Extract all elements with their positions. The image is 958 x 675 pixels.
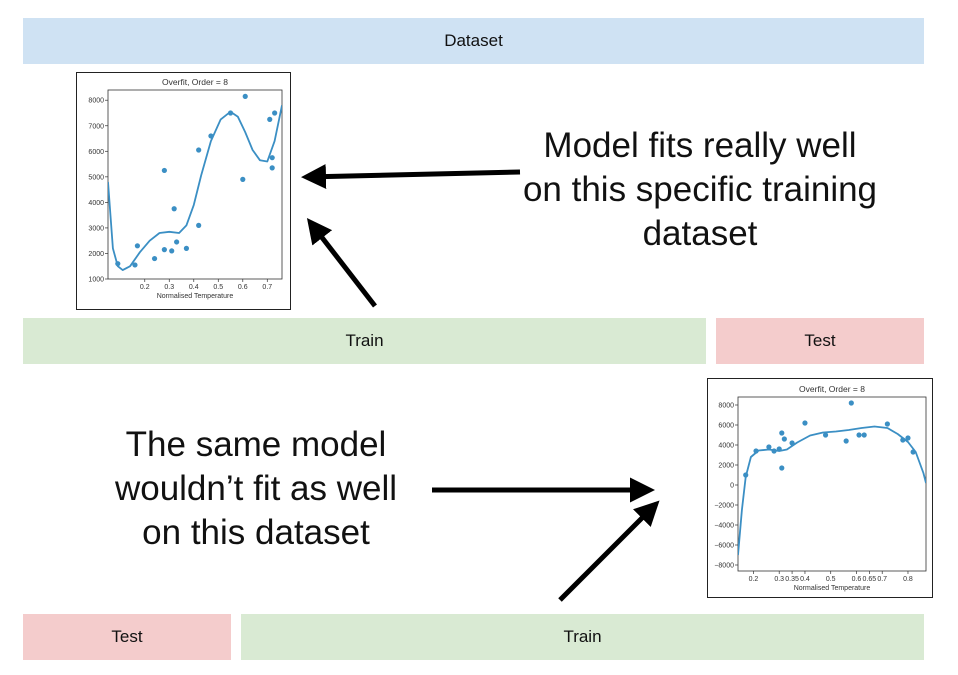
train-label-bottom: Train <box>563 627 602 646</box>
chart0-data-point <box>169 248 175 254</box>
chart1-data-point <box>789 440 795 446</box>
chart0-series-fit-curve <box>108 105 282 271</box>
chart1-data-point <box>848 400 854 406</box>
chart1-y-tick-label: 8000 <box>718 403 734 410</box>
chart1-data-point <box>771 448 777 454</box>
chart0-y-tick-label: 3000 <box>88 225 104 232</box>
test-label-bottom: Test <box>111 627 143 646</box>
chart0-data-point <box>196 147 202 153</box>
overfit-plot-bottom-svg: Overfit, Order = 8 0.2 0.3 0.35 0.4 0.5 0.6 0.6… <box>714 384 927 592</box>
chart1-data-point <box>843 438 849 444</box>
chart0-y-tick-label: 6000 <box>88 149 104 156</box>
chart0-data-point <box>269 165 275 171</box>
overfit-plot-top-svg: Overfit, Order = 8 0.2 0.3 0.4 0.5 0.6 0.7 1000… <box>88 77 283 300</box>
chart1-data-point <box>884 421 890 427</box>
arrow-train-to-bottom-plot <box>558 500 660 602</box>
chart0-data-point <box>171 206 177 212</box>
chart0-data-point <box>174 239 180 245</box>
chart1-y-tick-label: 2000 <box>718 463 734 470</box>
chart1-y-tick-label: −2000 <box>714 503 734 510</box>
chart0-y-tick-label: 5000 <box>88 174 104 181</box>
chart0-x-tick-label: 0.6 <box>238 284 248 291</box>
chart1-y-tick-label: −4000 <box>714 523 734 530</box>
chart0-y-tick-label: 8000 <box>88 98 104 105</box>
caption-bottom: The same model wouldn’t fit as well on t… <box>114 425 398 552</box>
chart0-title: Overfit, Order = 8 <box>162 77 228 87</box>
chart0-data-point <box>227 110 234 116</box>
chart0-x-axis-label: Normalised Temperature <box>157 293 234 300</box>
chart1-data-point <box>856 432 862 438</box>
arrow-train-to-top-plot <box>306 218 377 308</box>
chart0-data-point <box>132 262 138 268</box>
chart1-x-tick-label: 0.8 <box>903 576 913 583</box>
test-bar-top: Test <box>716 318 924 364</box>
chart1-data-point <box>900 437 906 443</box>
chart1-data-point <box>766 444 772 450</box>
chart0-data-point <box>115 261 121 267</box>
chart0-data-point <box>161 167 167 174</box>
chart0-x-tick-label: 0.3 <box>164 284 174 291</box>
chart0-data-point <box>208 133 214 139</box>
chart1-x-tick-label: 0.65 <box>863 576 877 583</box>
chart1-data-point <box>776 446 782 452</box>
chart1-data-point <box>905 435 911 441</box>
chart1-data-point <box>779 430 785 436</box>
chart1-title: Overfit, Order = 8 <box>799 384 865 394</box>
chart0-data-point <box>240 176 246 182</box>
train-label-top: Train <box>345 331 384 350</box>
chart1-data-point <box>743 472 749 478</box>
arrow-caption-to-top-plot <box>301 164 521 190</box>
chart0-y-tick-label: 1000 <box>88 277 104 284</box>
chart0-y-tick-label: 4000 <box>88 200 104 207</box>
chart0-data-point <box>151 255 158 262</box>
chart1-y-tick-label: −8000 <box>714 563 734 570</box>
chart0-x-tick-label: 0.4 <box>189 284 199 291</box>
dataset-bar: Dataset <box>23 18 924 64</box>
test-label-top: Test <box>804 331 836 350</box>
chart1-x-tick-label: 0.4 <box>800 576 810 583</box>
chart1-data-point <box>802 420 808 426</box>
chart0-data-point <box>272 110 278 116</box>
chart1-x-axis-label: Normalised Temperature <box>794 585 871 592</box>
chart0-data-point <box>267 116 273 122</box>
chart1-x-tick-label: 0.35 <box>785 576 799 583</box>
dataset-label: Dataset <box>444 31 503 50</box>
chart1-x-tick-label: 0.7 <box>877 576 887 583</box>
chart0-x-tick-label: 0.5 <box>213 284 223 291</box>
chart0-data-point <box>242 93 248 99</box>
train-bar-bottom: Train <box>241 614 924 660</box>
chart0-y-tick-label: 2000 <box>88 251 104 258</box>
chart1-data-point <box>753 448 759 454</box>
chart1-x-tick-label: 0.5 <box>826 576 836 583</box>
chart1-data-point <box>822 432 829 438</box>
chart1-y-tick-label: 4000 <box>718 443 734 450</box>
chart0-y-tick-label: 7000 <box>88 123 104 130</box>
chart1-y-tick-label: −6000 <box>714 543 734 550</box>
chart0-data-point <box>183 245 190 251</box>
chart1-x-tick-label: 0.3 <box>774 576 784 583</box>
test-bar-bottom: Test <box>23 614 231 660</box>
chart1-data-point <box>781 436 787 442</box>
chart1-y-tick-label: 0 <box>730 483 734 490</box>
chart0-x-tick-label: 0.7 <box>262 284 272 291</box>
chart0-x-tick-label: 0.2 <box>140 284 150 291</box>
chart1-data-point <box>861 432 867 438</box>
chart0-data-point <box>134 243 141 249</box>
chart1-x-tick-label: 0.6 <box>852 576 862 583</box>
chart1-plot-frame <box>737 396 927 572</box>
caption-top: Model fits really well on this specific … <box>522 126 878 253</box>
chart0-data-point <box>161 247 167 253</box>
overfit-plot-top: Overfit, Order = 8 0.2 0.3 0.4 0.5 0.6 0.7 1000… <box>76 72 291 310</box>
overfit-plot-bottom: Overfit, Order = 8 0.2 0.3 0.35 0.4 0.5 0.6 0.6… <box>707 378 933 598</box>
train-bar-top: Train <box>23 318 706 364</box>
chart1-x-tick-label: 0.2 <box>749 576 759 583</box>
chart1-y-tick-label: 6000 <box>718 423 734 430</box>
chart0-data-point <box>269 155 275 161</box>
chart1-data-point <box>779 465 785 471</box>
chart0-data-point <box>196 222 202 228</box>
chart1-data-point <box>910 449 916 455</box>
chart0-fit-line <box>108 105 282 271</box>
